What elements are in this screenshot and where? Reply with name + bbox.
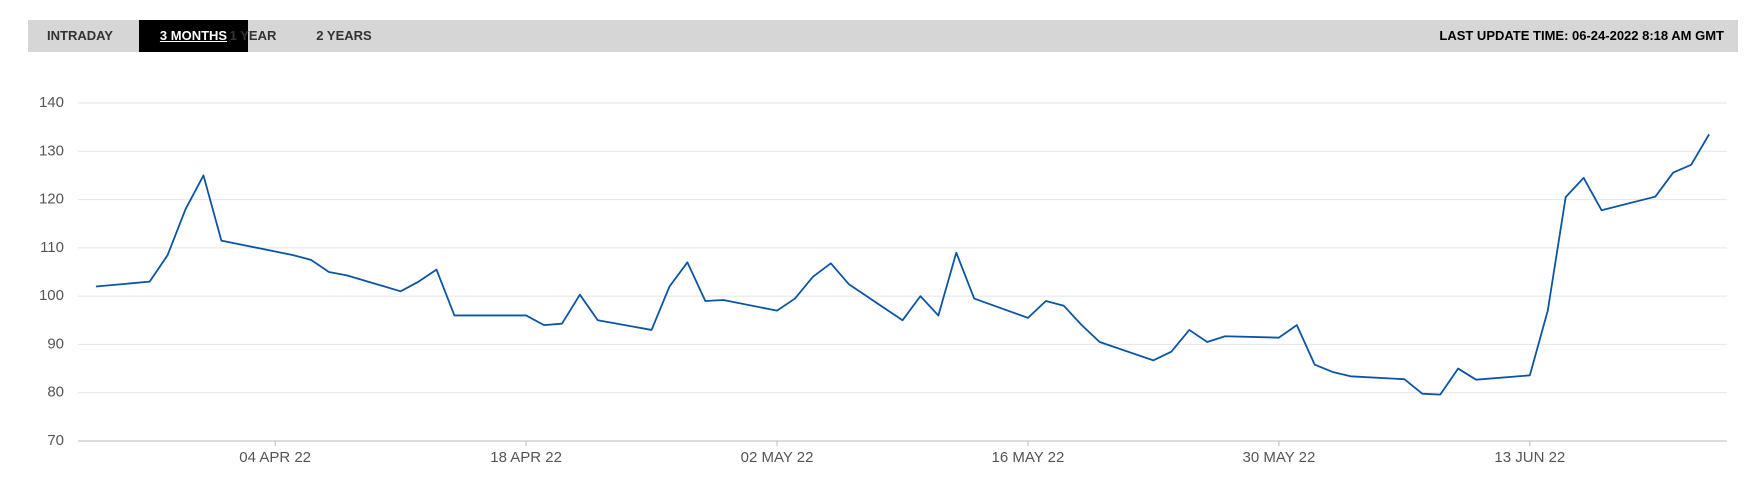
y-tick-label: 120	[39, 191, 64, 208]
y-tick-label: 70	[47, 432, 64, 449]
tab[interactable]: 3 MONTHS	[139, 20, 248, 52]
tab[interactable]: 1 YEAR	[229, 28, 277, 43]
x-tick-label: 13 JUN 22	[1494, 449, 1565, 466]
y-tick-label: 90	[47, 335, 64, 352]
price-line	[95, 133, 1710, 396]
x-tick-label: 30 MAY 22	[1242, 449, 1315, 466]
tab[interactable]: INTRADAY	[47, 28, 113, 43]
x-tick-label: 16 MAY 22	[992, 449, 1065, 466]
last-update: LAST UPDATE TIME: 06-24-2022 8:18 AM GMT	[1439, 28, 1724, 43]
x-tick-label: 02 MAY 22	[741, 449, 814, 466]
x-tick-label: 04 APR 22	[239, 449, 311, 466]
toolbar: LAST UPDATE TIME: 06-24-2022 8:18 AM GMT…	[28, 20, 1738, 52]
y-tick-label: 130	[39, 142, 64, 159]
y-tick-label: 80	[47, 384, 64, 401]
x-tick-label: 18 APR 22	[490, 449, 562, 466]
y-tick-label: 110	[40, 239, 64, 256]
tab[interactable]: 2 YEARS	[316, 28, 372, 43]
y-tick-label: 140	[39, 94, 64, 111]
y-tick-label: 100	[39, 287, 64, 304]
